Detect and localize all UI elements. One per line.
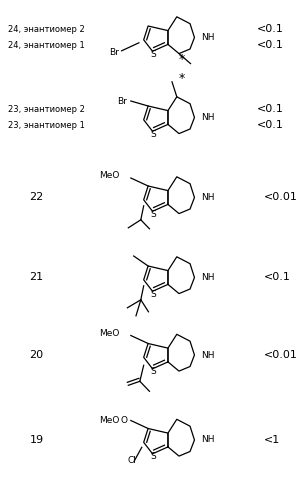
Text: S: S — [151, 210, 156, 219]
Text: 20: 20 — [29, 350, 44, 360]
Text: NH: NH — [201, 350, 215, 360]
Text: S: S — [151, 452, 156, 462]
Text: *: * — [179, 53, 185, 66]
Text: O: O — [121, 416, 128, 425]
Text: S: S — [151, 50, 156, 59]
Text: NH: NH — [201, 33, 215, 42]
Text: S: S — [151, 130, 156, 139]
Text: *: * — [178, 72, 185, 86]
Text: MeO: MeO — [99, 172, 119, 180]
Text: <0.01: <0.01 — [264, 350, 298, 360]
Text: <0.1: <0.1 — [257, 24, 284, 34]
Text: <0.1: <0.1 — [264, 272, 291, 282]
Text: <0.01: <0.01 — [264, 192, 298, 202]
Text: 23, энантиомер 2: 23, энантиомер 2 — [8, 105, 85, 114]
Text: 24, энантиомер 1: 24, энантиомер 1 — [8, 41, 85, 50]
Text: NH: NH — [201, 436, 215, 444]
Text: 24, энантиомер 2: 24, энантиомер 2 — [8, 25, 85, 34]
Text: <0.1: <0.1 — [257, 104, 284, 115]
Text: NH: NH — [201, 193, 215, 202]
Text: 21: 21 — [29, 272, 44, 282]
Text: MeO: MeO — [99, 329, 119, 338]
Text: MeO: MeO — [99, 416, 119, 425]
Text: 23, энантиомер 1: 23, энантиомер 1 — [8, 121, 85, 130]
Text: Br: Br — [117, 96, 127, 106]
Text: <0.1: <0.1 — [257, 40, 284, 50]
Text: NH: NH — [201, 273, 215, 282]
Text: NH: NH — [201, 113, 215, 122]
Text: S: S — [151, 290, 156, 299]
Text: 19: 19 — [29, 435, 44, 445]
Text: <0.1: <0.1 — [257, 120, 284, 130]
Text: 22: 22 — [29, 192, 44, 202]
Text: Br: Br — [109, 48, 119, 58]
Text: S: S — [151, 368, 156, 376]
Text: <1: <1 — [264, 435, 280, 445]
Text: Cl: Cl — [128, 456, 137, 466]
